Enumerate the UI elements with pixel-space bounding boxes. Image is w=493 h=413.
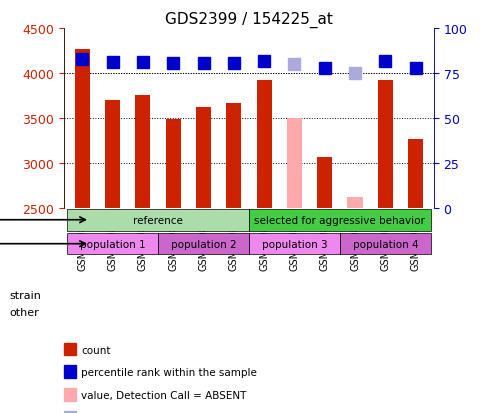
Bar [75, 50, 90, 208]
Bar [256, 81, 272, 208]
Bar [348, 197, 363, 208]
Bar [408, 140, 423, 208]
Text: population 3: population 3 [262, 239, 327, 249]
Text: percentile rank within the sample: percentile rank within the sample [81, 368, 257, 377]
Text: count: count [81, 345, 111, 355]
Bar [196, 108, 211, 208]
Bar [226, 104, 242, 208]
FancyBboxPatch shape [158, 233, 249, 255]
FancyBboxPatch shape [67, 209, 249, 231]
Bar [378, 81, 393, 208]
Title: GDS2399 / 154225_at: GDS2399 / 154225_at [165, 12, 333, 28]
Text: value, Detection Call = ABSENT: value, Detection Call = ABSENT [81, 390, 246, 400]
FancyBboxPatch shape [67, 233, 158, 255]
Text: selected for aggressive behavior: selected for aggressive behavior [254, 215, 425, 225]
FancyBboxPatch shape [340, 233, 431, 255]
Bar [135, 96, 150, 208]
Text: other: other [10, 307, 39, 317]
FancyBboxPatch shape [249, 209, 431, 231]
Bar [317, 158, 332, 208]
Bar [166, 119, 181, 208]
FancyBboxPatch shape [249, 233, 340, 255]
Bar [105, 101, 120, 208]
Text: strain: strain [10, 290, 42, 300]
Text: population 4: population 4 [352, 239, 418, 249]
Text: reference: reference [133, 215, 183, 225]
Bar [287, 119, 302, 208]
Text: population 2: population 2 [171, 239, 236, 249]
Text: population 1: population 1 [80, 239, 145, 249]
